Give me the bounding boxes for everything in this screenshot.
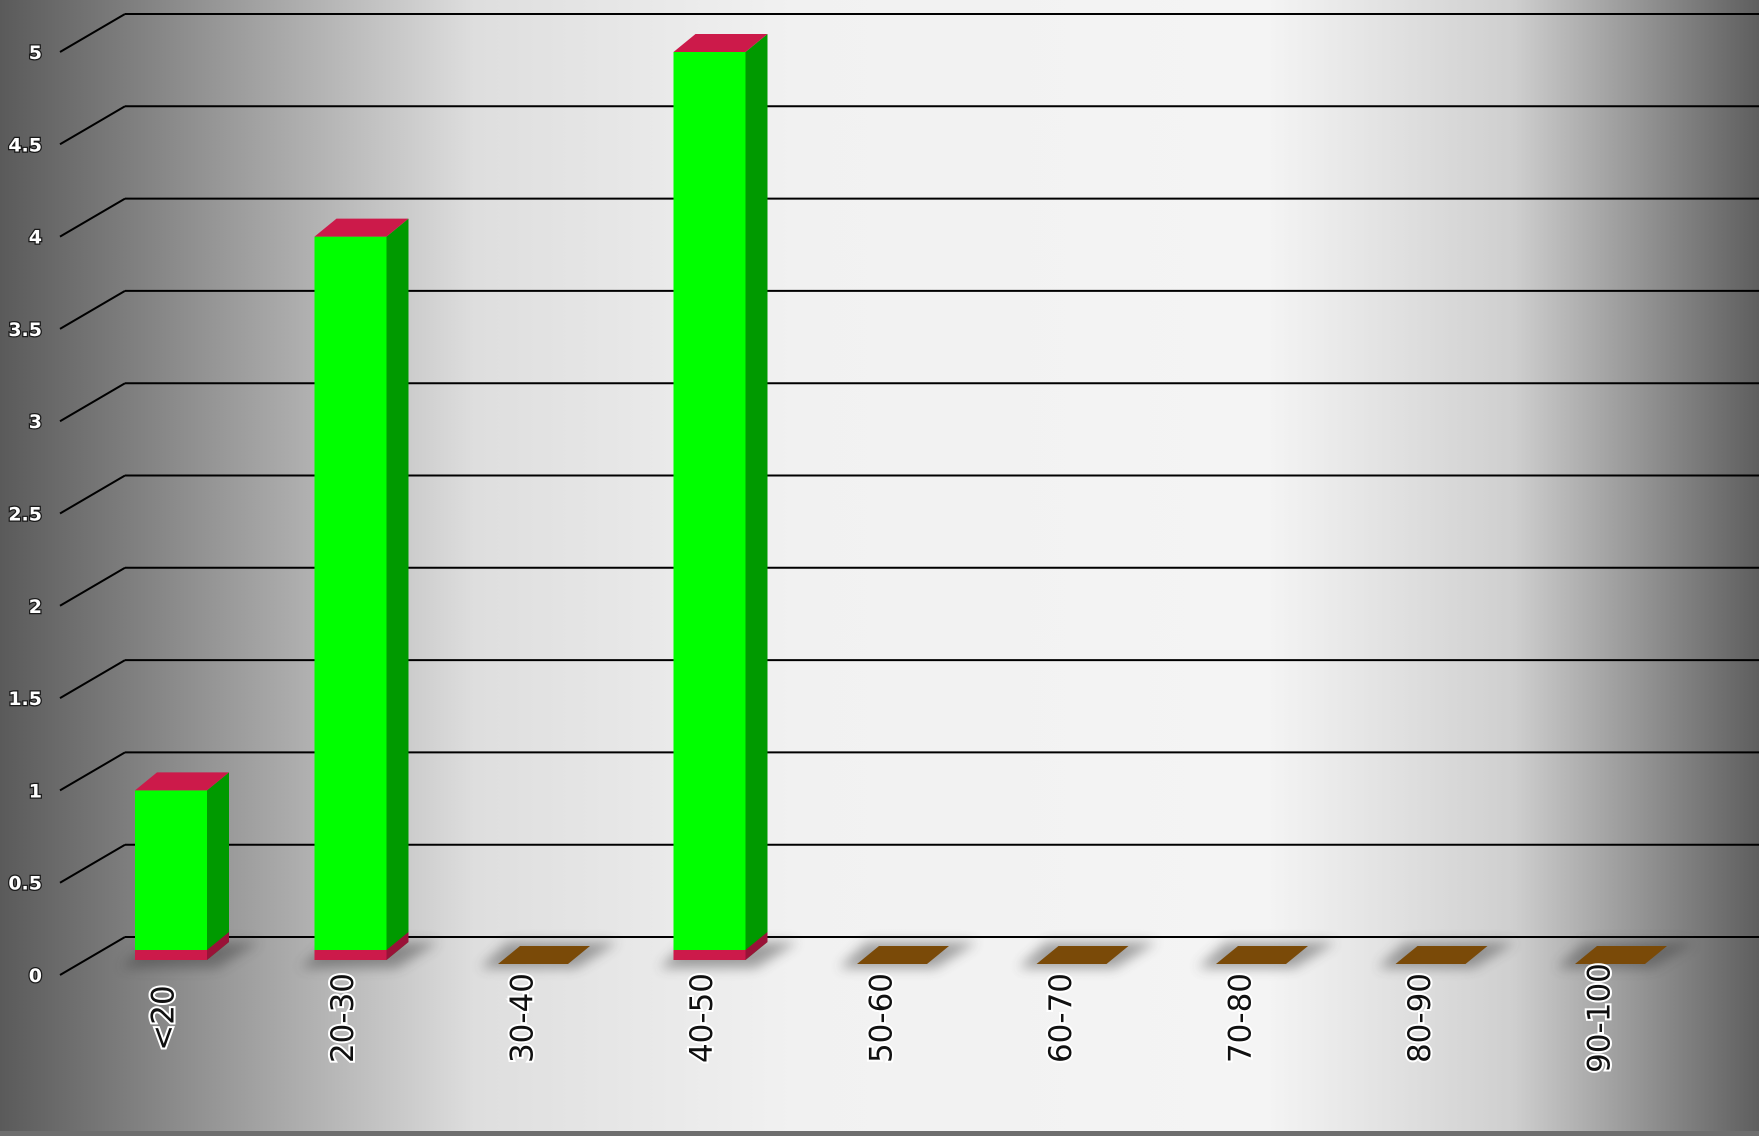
bar-side [207,772,229,960]
bar [480,942,618,968]
bar-top [673,34,768,52]
bar-top [314,218,409,237]
bar-top [135,772,229,791]
x-tick-label: 80-90 [1402,973,1438,1063]
bar-zero-marker [1036,946,1129,964]
bar-base-side [207,932,229,960]
bar [839,942,977,968]
bar-front [673,52,746,960]
x-tick-label: 60-70 [1043,973,1079,1063]
bars [121,34,1695,968]
y-tick-label: 3 [29,411,42,433]
bar-zero-marker [1575,946,1667,964]
x-tick-label: 30-40 [505,973,541,1063]
x-tick-label: 20-30 [325,973,361,1063]
bar-front [135,790,207,960]
y-tick-label: 0 [29,965,42,987]
bar-zero-marker [498,946,590,964]
y-tick-label: 2.5 [8,504,42,526]
bar-zero-marker [857,946,949,964]
y-tick-label: 1 [29,780,42,802]
y-tick-label: 4 [29,227,42,249]
gridline [59,13,1759,53]
y-tick-label: 1.5 [8,688,42,710]
bar-side [745,34,768,960]
bar-front [314,236,387,961]
bar-base-side [386,932,409,960]
bar [121,772,259,968]
bar [1018,942,1157,968]
bar-base [673,950,746,960]
x-tick-label: 40-50 [684,973,720,1063]
bar [659,34,798,968]
bar [300,218,439,968]
x-tick-label: <20 [146,985,182,1050]
bar [1377,942,1516,968]
x-tick-label: 70-80 [1223,973,1259,1063]
gridline [59,105,1759,146]
bar-side [386,218,409,961]
y-tick-label: 5 [29,42,42,64]
y-tick-label: 4.5 [8,134,42,156]
y-axis-ticks: 0 0.5 1 1.5 2 2.5 3 3.5 4 4.5 5 [7,41,43,989]
y-tick-label: 3.5 [8,319,42,341]
y-tick-label: 2 [29,596,42,618]
bar [1198,942,1336,968]
bar-base-side [745,932,768,960]
x-tick-label: 50-60 [864,973,900,1063]
x-tick-label: 90-100 [1582,963,1618,1073]
bar-base [135,950,207,960]
bar-zero-marker [1216,946,1308,964]
bar-base [314,950,387,960]
x-axis-ticks: <20 20-30 30-40 40-50 50-60 60-70 70-80 80-90 90… [144,961,1620,1075]
bar-zero-marker [1395,946,1488,964]
bar [1557,942,1695,968]
gridline [59,197,1759,238]
y-tick-label: 0.5 [8,873,42,895]
